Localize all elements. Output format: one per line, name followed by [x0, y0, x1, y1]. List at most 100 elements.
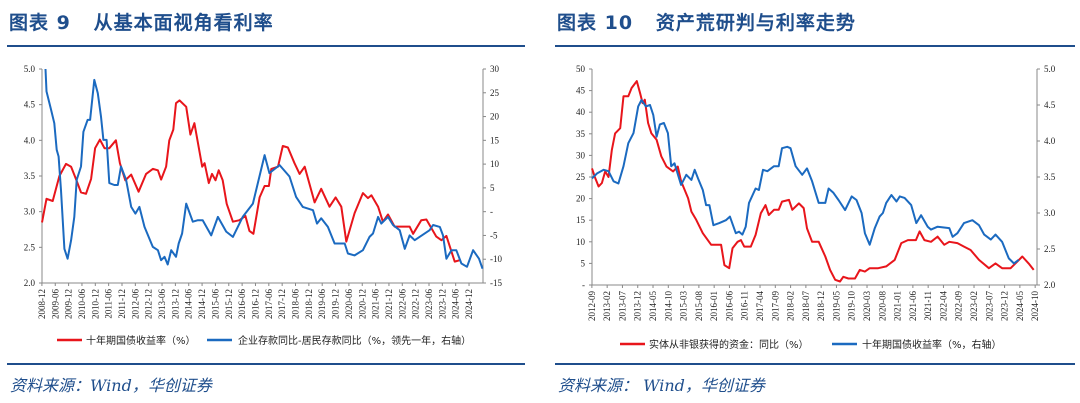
- right-tick-label: -15: [490, 278, 502, 288]
- x-tick-label: 2020-06: [344, 289, 354, 319]
- x-tick-label: 2018-02: [786, 291, 796, 321]
- x-tick-label: 2019-10: [847, 291, 857, 321]
- title-divider-right: [555, 45, 1075, 47]
- right-tick-label: 3.0: [1044, 208, 1056, 218]
- x-tick-label: 2013-12: [633, 291, 643, 321]
- right-tick-label: -: [490, 207, 493, 217]
- left-tick-label: 45: [576, 86, 586, 96]
- x-tick-label: 2020-03: [862, 291, 872, 321]
- right-tick-label: 5.0: [1044, 64, 1056, 74]
- x-tick-label: 2017-04: [755, 291, 765, 321]
- right-tick-label: 2.5: [1044, 244, 1056, 254]
- x-tick-label: 2012-09: [587, 291, 597, 321]
- x-tick-label: 2017-09: [770, 291, 780, 321]
- title-divider-left: [7, 45, 525, 47]
- x-tick-label: 2011-12: [117, 289, 127, 319]
- x-tick-label: 2019-12: [331, 289, 341, 319]
- left-tick-label: 40: [576, 107, 586, 117]
- x-tick-label: 2020-08: [877, 291, 887, 321]
- x-tick-label: 2022-06: [397, 289, 407, 319]
- x-tick-label: 2024-12: [464, 289, 474, 319]
- left-tick-label: 5.0: [24, 64, 36, 74]
- x-tick-label: 2024-06: [451, 289, 461, 319]
- x-tick-label: 2014-12: [197, 289, 207, 319]
- x-tick-label: 2023-07: [984, 291, 994, 321]
- x-tick-label: 2016-06: [724, 291, 734, 321]
- left-tick-label: 3.0: [24, 207, 36, 217]
- x-tick-label: 2022-09: [954, 291, 964, 321]
- x-tick-label: 2023-06: [424, 289, 434, 319]
- left-tick-label: 50: [576, 64, 586, 74]
- source-divider-left: [7, 363, 525, 365]
- legend-label-0: 实体从非银获得的资金：同比（%）: [649, 338, 809, 351]
- x-tick-label: 2009-06: [50, 289, 60, 319]
- left-tick-label: 25: [576, 172, 586, 182]
- x-tick-label: 2014-10: [663, 291, 673, 321]
- right-tick-label: 25: [490, 88, 500, 98]
- x-tick-label: 2015-03: [679, 291, 689, 321]
- right-tick-label: -10: [490, 254, 502, 264]
- x-tick-label: 2013-07: [617, 291, 627, 321]
- x-tick-label: 2013-12: [170, 289, 180, 319]
- x-tick-label: 2023-12: [437, 289, 447, 319]
- x-tick-label: 2018-12: [816, 291, 826, 321]
- left-tick-label: 4.0: [24, 135, 36, 145]
- source-divider-right: [555, 363, 1075, 365]
- x-tick-label: 2014-05: [648, 291, 658, 321]
- x-tick-label: 2022-12: [411, 289, 421, 319]
- x-tick-label: 2021-06: [908, 291, 918, 321]
- right-tick-label: 4.0: [1044, 136, 1056, 146]
- x-tick-label: 2008-12: [37, 289, 47, 319]
- x-tick-label: 2010-06: [77, 289, 87, 319]
- left-tick-label: 15: [576, 215, 586, 225]
- left-tick-label: 2.0: [24, 278, 36, 288]
- x-tick-label: 2021-12: [384, 289, 394, 319]
- x-tick-label: 2021-11: [923, 291, 933, 321]
- x-tick-label: 2014-06: [184, 289, 194, 319]
- x-tick-label: 2023-12: [1000, 291, 1010, 321]
- series-line-1: [44, 68, 484, 270]
- left-tick-label: 10: [576, 237, 586, 247]
- x-tick-label: 2016-01: [709, 291, 719, 321]
- x-tick-label: 2021-06: [371, 289, 381, 319]
- left-tick-label: 5: [581, 258, 586, 268]
- x-tick-label: 2019-05: [831, 291, 841, 321]
- x-tick-label: 2016-11: [740, 291, 750, 321]
- x-tick-label: 2012-06: [130, 289, 140, 319]
- series-line-1: [591, 99, 1020, 265]
- figure-9-title: 图表 9 从基本面视角看利率: [9, 12, 274, 34]
- x-tick-label: 2016-06: [237, 289, 247, 319]
- chart-fundamentals-vs-rates: 2.02.53.03.54.04.55.0-15-10-5-5101520253…: [24, 64, 503, 347]
- source-note-left: 资料来源：Wind，华创证券: [10, 376, 212, 395]
- right-tick-label: 5: [490, 183, 495, 193]
- x-tick-label: 2018-06: [291, 289, 301, 319]
- right-tick-label: 20: [490, 112, 500, 122]
- right-tick-label: 3.5: [1044, 172, 1056, 182]
- x-tick-label: 2013-06: [157, 289, 167, 319]
- x-tick-label: 2015-08: [694, 291, 704, 321]
- x-tick-label: 2009-12: [64, 289, 74, 319]
- right-tick-label: -5: [490, 230, 498, 240]
- x-tick-label: 2015-12: [224, 289, 234, 319]
- x-tick-label: 2013-02: [602, 291, 612, 321]
- x-tick-label: 2024-10: [1030, 291, 1040, 321]
- legend-label-0: 十年期国债收益率（%）: [86, 334, 196, 347]
- x-tick-label: 2017-12: [277, 289, 287, 319]
- x-tick-label: 2017-06: [264, 289, 274, 319]
- x-tick-label: 2020-12: [357, 289, 367, 319]
- x-tick-label: 2018-12: [304, 289, 314, 319]
- x-tick-label: 2023-02: [969, 291, 979, 321]
- figure-10-title: 图表 10 资产荒研判与利率走势: [557, 12, 856, 34]
- x-tick-label: 2021-01: [893, 291, 903, 321]
- x-tick-label: 2018-07: [801, 291, 811, 321]
- left-tick-label: 30: [576, 150, 586, 160]
- right-tick-label: 2.0: [1044, 280, 1056, 290]
- x-tick-label: 2019-06: [317, 289, 327, 319]
- right-tick-label: 4.5: [1044, 100, 1056, 110]
- right-tick-label: 10: [490, 159, 500, 169]
- source-note-right: 资料来源： Wind，华创证券: [558, 376, 765, 395]
- x-tick-label: 2024-05: [1015, 291, 1025, 321]
- legend-label-1: 企业存款同比-居民存款同比（%，领先一年，右轴）: [238, 334, 471, 347]
- legend-label-1: 十年期国债收益率（%，右轴）: [862, 338, 1002, 351]
- x-tick-label: 2022-04: [938, 291, 948, 321]
